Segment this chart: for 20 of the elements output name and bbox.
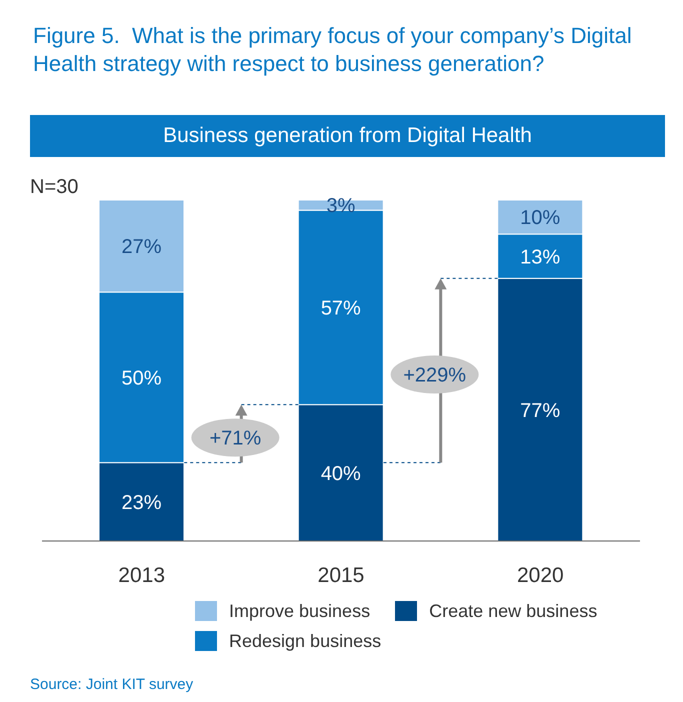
data-label: 27% [121, 236, 162, 258]
legend-label: Create new business [429, 600, 598, 622]
legend-label: Redesign business [229, 630, 382, 652]
data-label: 13% [520, 246, 560, 268]
x-tick-label: 2020 [516, 564, 564, 587]
data-label: 77% [520, 400, 560, 422]
chart-subtitle: Business generation from Digital Health [30, 115, 665, 157]
text: N=30 [30, 176, 78, 199]
data-label: 40% [320, 462, 362, 485]
annotation: +71% [209, 428, 262, 450]
chart-title: Figure 5. What is the primary focus of your company’s Digital Health strategy with respect to business generation? [33, 22, 633, 78]
data-label: 57% [320, 298, 362, 320]
data-label: 10% [520, 207, 560, 230]
legend-label: Improve business [229, 600, 370, 622]
x-tick-label: 2013 [118, 564, 166, 587]
data-label: 50% [121, 367, 162, 390]
source-note: Source: Joint KIT survey [30, 676, 194, 693]
annotation: +229% [403, 364, 466, 386]
data-label: 23% [121, 492, 162, 514]
x-tick-label: 2015 [318, 564, 364, 587]
